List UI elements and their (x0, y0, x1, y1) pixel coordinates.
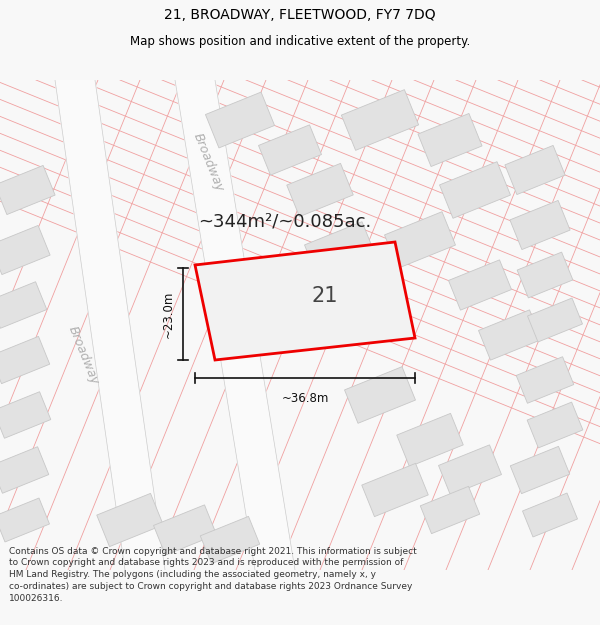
Polygon shape (362, 463, 428, 517)
Polygon shape (510, 201, 570, 249)
Polygon shape (0, 336, 50, 384)
Text: Broadway: Broadway (65, 324, 101, 386)
Text: Map shows position and indicative extent of the property.: Map shows position and indicative extent… (130, 35, 470, 48)
Polygon shape (154, 505, 217, 555)
Polygon shape (385, 212, 455, 268)
Text: ~23.0m: ~23.0m (162, 290, 175, 338)
Polygon shape (0, 447, 49, 493)
Polygon shape (516, 357, 574, 403)
Polygon shape (510, 446, 570, 494)
Polygon shape (305, 222, 376, 278)
Polygon shape (440, 162, 511, 218)
Polygon shape (0, 226, 50, 274)
Polygon shape (523, 493, 577, 537)
Polygon shape (0, 498, 49, 542)
Polygon shape (418, 114, 482, 166)
Polygon shape (175, 80, 295, 570)
Polygon shape (517, 252, 573, 298)
Polygon shape (55, 80, 165, 570)
Text: 21, BROADWAY, FLEETWOOD, FY7 7DQ: 21, BROADWAY, FLEETWOOD, FY7 7DQ (164, 8, 436, 22)
Polygon shape (0, 282, 47, 328)
Polygon shape (505, 146, 565, 194)
Polygon shape (259, 125, 322, 175)
Polygon shape (0, 392, 51, 438)
Polygon shape (449, 260, 511, 310)
Polygon shape (205, 92, 275, 148)
Polygon shape (55, 80, 165, 570)
Polygon shape (0, 166, 55, 214)
Polygon shape (97, 493, 163, 547)
Text: ~36.8m: ~36.8m (281, 392, 329, 405)
Polygon shape (479, 310, 541, 360)
Polygon shape (439, 445, 502, 495)
Text: Broadway: Broadway (190, 131, 226, 193)
Polygon shape (344, 367, 415, 423)
Text: 21: 21 (312, 286, 338, 306)
Polygon shape (527, 402, 583, 448)
Polygon shape (397, 413, 463, 467)
Polygon shape (287, 163, 353, 217)
Polygon shape (420, 486, 480, 534)
Polygon shape (200, 516, 260, 564)
Polygon shape (341, 89, 419, 151)
Text: ~344m²/~0.085ac.: ~344m²/~0.085ac. (199, 213, 371, 231)
Polygon shape (175, 80, 295, 570)
Text: Contains OS data © Crown copyright and database right 2021. This information is : Contains OS data © Crown copyright and d… (9, 547, 417, 602)
Polygon shape (527, 298, 583, 342)
Polygon shape (195, 242, 415, 360)
